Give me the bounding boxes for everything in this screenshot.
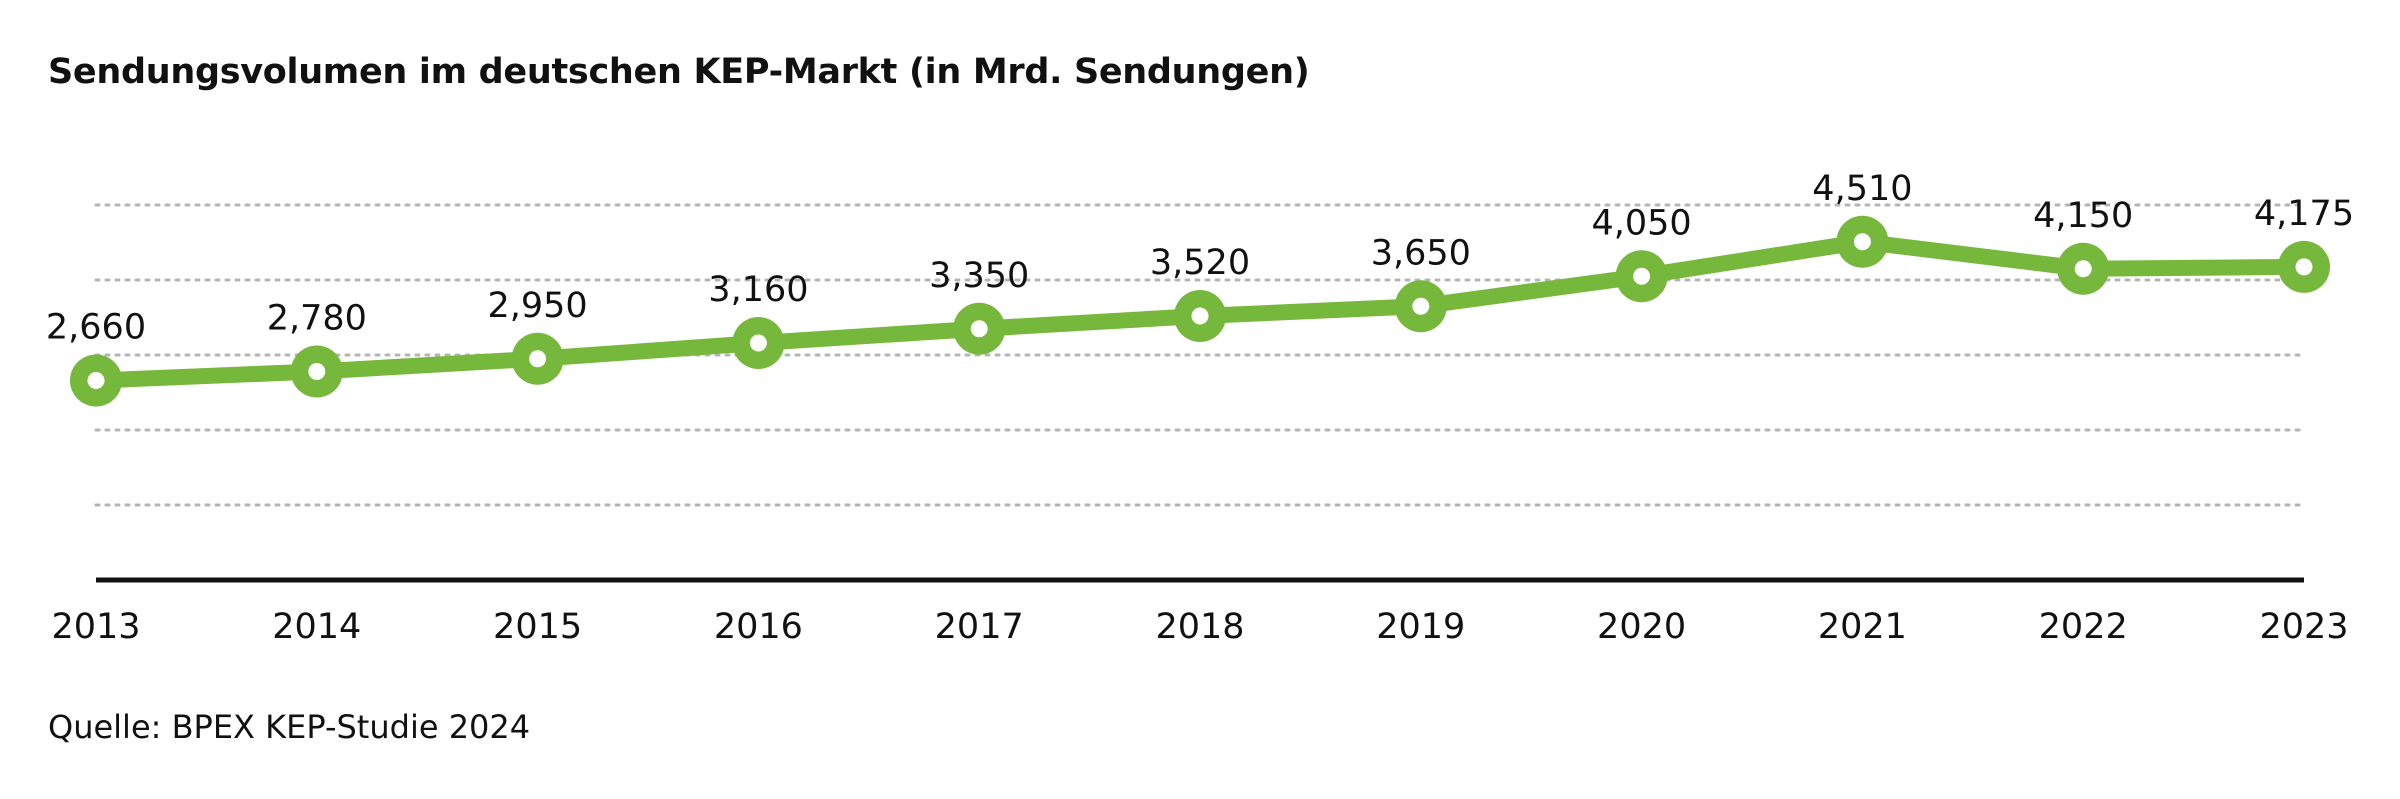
data-point-center (749, 334, 767, 352)
source-note: Quelle: BPEX KEP-Studie 2024 (48, 708, 531, 746)
data-point-center (2295, 258, 2313, 276)
data-label: 3,350 (929, 256, 1029, 296)
x-tick-label: 2022 (2039, 607, 2128, 647)
data-label: 4,150 (2033, 196, 2133, 236)
data-label: 2,660 (46, 308, 146, 348)
data-point-center (1853, 233, 1871, 251)
x-tick-label: 2014 (272, 607, 361, 647)
data-label: 4,510 (1812, 169, 1912, 209)
x-tick-label: 2015 (493, 607, 582, 647)
x-tick-label: 2016 (714, 607, 803, 647)
chart-title: Sendungsvolumen im deutschen KEP-Markt (… (48, 52, 1310, 92)
data-point-center (1191, 307, 1209, 325)
data-label: 2,950 (487, 286, 587, 326)
x-tick-label: 2021 (1818, 607, 1907, 647)
data-point-center (1412, 297, 1430, 315)
x-tick-label: 2017 (935, 607, 1024, 647)
data-markers (70, 215, 2330, 407)
data-point-center (529, 350, 547, 368)
data-point-center (2074, 260, 2092, 278)
data-label: 3,520 (1150, 243, 1250, 283)
data-label: 3,160 (708, 270, 808, 310)
data-point-center (308, 363, 326, 380)
data-point-center (970, 320, 988, 338)
data-label: 4,050 (1591, 203, 1691, 243)
x-tick-label: 2023 (2259, 607, 2348, 647)
data-label: 4,175 (2254, 194, 2354, 234)
x-tick-labels: 2013 2014 2015 2016 2017 2018 2019 2020 2021 2022… (51, 607, 2348, 647)
data-label: 3,650 (1371, 233, 1471, 273)
data-labels: 2,660 2,780 2,950 3,160 3,350 3,520 3,650 4,050… (46, 169, 2354, 348)
x-tick-label: 2018 (1155, 607, 1244, 647)
data-point-center (87, 372, 105, 389)
gridlines (94, 203, 2306, 507)
data-label: 2,780 (267, 299, 367, 339)
x-tick-label: 2020 (1597, 607, 1686, 647)
x-tick-label: 2013 (51, 607, 140, 647)
x-tick-label: 2019 (1376, 607, 1465, 647)
data-point-center (1633, 267, 1651, 285)
